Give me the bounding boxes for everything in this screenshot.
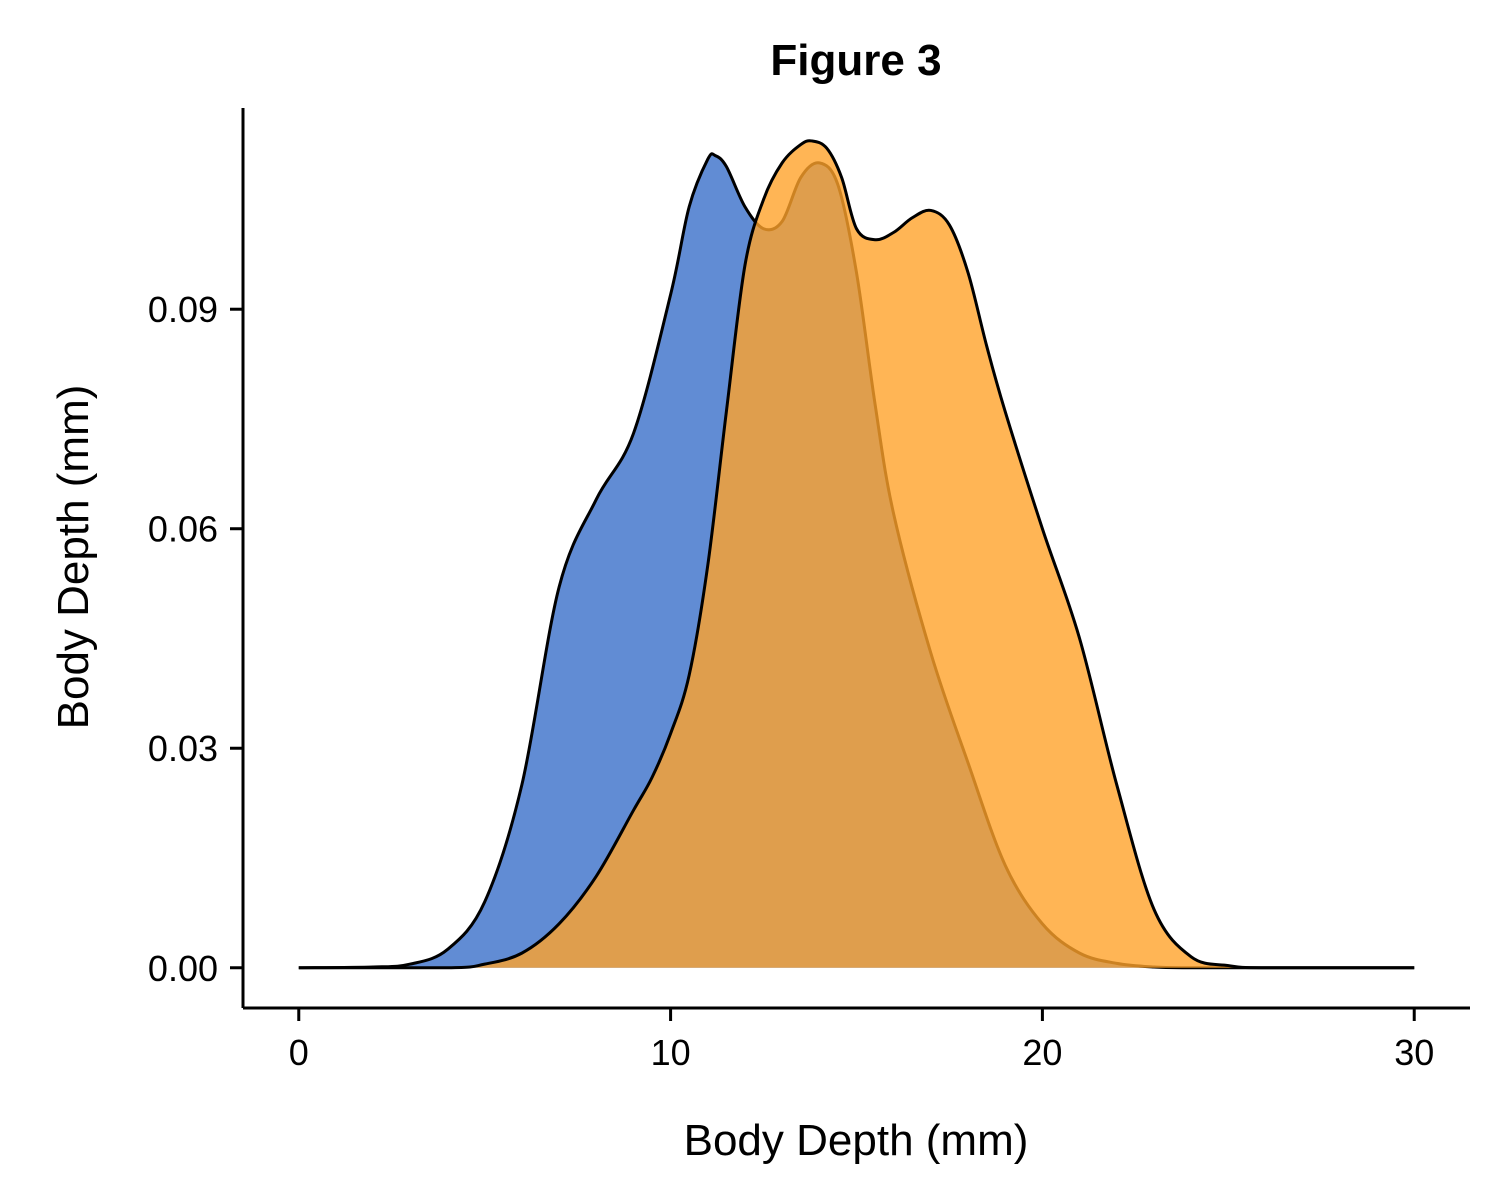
x-tick-label: 0 <box>289 1032 309 1073</box>
density-areas <box>298 139 1415 970</box>
x-tick-label: 10 <box>651 1032 691 1073</box>
axes: 0 10 20 30 0.00 0.03 0.06 0.09 <box>148 108 1470 1073</box>
y-tick-label: 0.09 <box>148 289 218 330</box>
x-tick-label: 30 <box>1394 1032 1434 1073</box>
density-line-2 <box>298 139 1415 970</box>
y-tick-label: 0.00 <box>148 948 218 989</box>
y-tick-label: 0.06 <box>148 509 218 550</box>
y-axis-title: Body Depth (mm) <box>49 385 98 730</box>
x-tick-label: 20 <box>1022 1032 1062 1073</box>
density-area-2 <box>298 140 1415 968</box>
chart-title: Figure 3 <box>770 36 941 85</box>
x-axis-title: Body Depth (mm) <box>684 1116 1029 1165</box>
y-tick-label: 0.03 <box>148 728 218 769</box>
